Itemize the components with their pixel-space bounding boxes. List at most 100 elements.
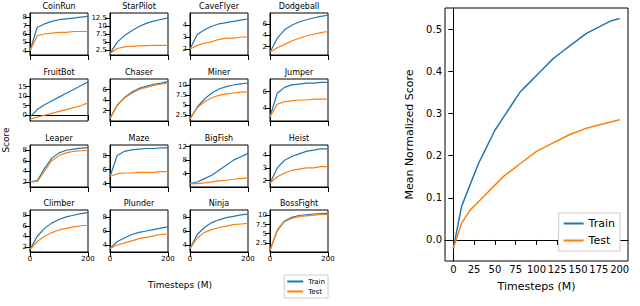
svg-text:125: 125	[548, 264, 567, 275]
svg-text:BigFish: BigFish	[205, 134, 233, 143]
svg-text:175: 175	[589, 264, 608, 275]
svg-text:0: 0	[450, 264, 456, 275]
svg-text:Dodgeball: Dodgeball	[279, 2, 320, 11]
svg-text:0: 0	[28, 255, 32, 263]
svg-text:4: 4	[263, 31, 268, 39]
svg-text:6: 6	[103, 227, 108, 235]
svg-text:7.5: 7.5	[96, 30, 107, 38]
svg-text:200: 200	[321, 255, 334, 263]
svg-text:8: 8	[23, 13, 27, 21]
svg-text:2.5: 2.5	[256, 239, 267, 247]
svg-text:150: 150	[569, 264, 588, 275]
svg-text:8: 8	[103, 152, 107, 160]
svg-text:4: 4	[183, 21, 188, 29]
svg-text:7.5: 7.5	[176, 91, 187, 99]
svg-text:8: 8	[23, 211, 27, 219]
svg-text:4: 4	[23, 47, 28, 55]
svg-text:6: 6	[183, 227, 188, 235]
svg-text:7: 7	[23, 22, 27, 30]
svg-text:8: 8	[23, 146, 27, 154]
svg-text:4: 4	[263, 104, 268, 112]
svg-text:6: 6	[23, 157, 28, 165]
svg-text:StarPilot: StarPilot	[122, 2, 156, 11]
svg-text:2.5: 2.5	[176, 111, 187, 119]
svg-text:15: 15	[18, 83, 27, 91]
svg-text:200: 200	[81, 255, 94, 263]
svg-text:Train: Train	[588, 217, 615, 230]
svg-text:Chaser: Chaser	[125, 68, 154, 77]
svg-text:Ninja: Ninja	[209, 199, 230, 208]
svg-text:Miner: Miner	[208, 68, 231, 77]
svg-text:Timesteps (M): Timesteps (M)	[496, 280, 575, 293]
svg-text:2: 2	[263, 177, 267, 185]
svg-text:6: 6	[23, 30, 28, 38]
svg-text:Score: Score	[1, 127, 11, 153]
svg-text:BossFight: BossFight	[280, 199, 318, 208]
svg-text:12: 12	[178, 143, 187, 151]
svg-text:200: 200	[241, 255, 254, 263]
svg-text:0.0: 0.0	[426, 234, 442, 245]
svg-text:12.5: 12.5	[91, 14, 107, 22]
svg-text:Mean Normalized Score: Mean Normalized Score	[403, 69, 416, 199]
svg-text:Test: Test	[307, 288, 322, 296]
svg-text:0: 0	[108, 255, 112, 263]
svg-text:3: 3	[263, 164, 267, 172]
svg-text:2: 2	[23, 243, 27, 251]
svg-text:Jumper: Jumper	[284, 68, 314, 77]
svg-text:5: 5	[23, 38, 27, 46]
svg-text:2: 2	[263, 43, 267, 51]
svg-text:4: 4	[23, 232, 28, 240]
svg-text:5: 5	[23, 102, 27, 110]
svg-text:6: 6	[263, 20, 268, 28]
svg-text:100: 100	[527, 264, 546, 275]
svg-text:6: 6	[263, 88, 268, 96]
svg-text:Plunder: Plunder	[124, 199, 155, 208]
svg-text:CoinRun: CoinRun	[42, 2, 75, 11]
svg-text:6: 6	[103, 166, 108, 174]
svg-text:4: 4	[263, 151, 268, 159]
svg-text:5: 5	[183, 101, 187, 109]
svg-text:50: 50	[489, 264, 502, 275]
svg-text:Leaper: Leaper	[45, 134, 73, 143]
svg-text:0: 0	[268, 255, 272, 263]
svg-text:4: 4	[23, 167, 28, 175]
svg-text:10: 10	[178, 81, 187, 89]
svg-text:Timesteps (M): Timesteps (M)	[147, 280, 212, 290]
svg-text:6: 6	[23, 222, 28, 230]
svg-text:25: 25	[468, 264, 481, 275]
svg-text:2.5: 2.5	[96, 46, 107, 54]
svg-text:8: 8	[103, 213, 107, 221]
svg-text:FruitBot: FruitBot	[43, 68, 74, 77]
svg-text:CaveFlyer: CaveFlyer	[199, 2, 240, 11]
svg-text:4: 4	[103, 180, 108, 188]
svg-text:8: 8	[183, 156, 187, 164]
svg-text:0: 0	[188, 255, 192, 263]
svg-text:4: 4	[183, 170, 188, 178]
svg-text:10: 10	[18, 92, 27, 100]
svg-text:200: 200	[610, 264, 629, 275]
svg-text:Train: Train	[307, 278, 325, 286]
svg-text:7.5: 7.5	[256, 221, 267, 229]
svg-text:6: 6	[103, 86, 108, 94]
svg-text:5: 5	[263, 230, 267, 238]
svg-text:Test: Test	[588, 234, 611, 247]
svg-text:75: 75	[509, 264, 522, 275]
svg-text:Maze: Maze	[129, 134, 150, 143]
svg-text:5: 5	[103, 38, 107, 46]
svg-text:0.5: 0.5	[426, 24, 442, 35]
svg-text:0.1: 0.1	[426, 192, 442, 203]
svg-text:200: 200	[161, 255, 174, 263]
svg-text:3: 3	[183, 33, 187, 41]
svg-text:10: 10	[98, 22, 107, 30]
svg-text:2: 2	[23, 178, 27, 186]
svg-text:2: 2	[103, 107, 107, 115]
svg-text:4: 4	[103, 241, 108, 249]
svg-text:0.4: 0.4	[426, 66, 442, 77]
svg-text:0.3: 0.3	[426, 108, 442, 119]
svg-text:4: 4	[103, 96, 108, 104]
svg-text:Heist: Heist	[289, 134, 309, 143]
svg-text:0: 0	[23, 111, 27, 119]
svg-text:8: 8	[183, 213, 187, 221]
svg-text:0.2: 0.2	[426, 150, 442, 161]
svg-text:10: 10	[258, 211, 267, 219]
